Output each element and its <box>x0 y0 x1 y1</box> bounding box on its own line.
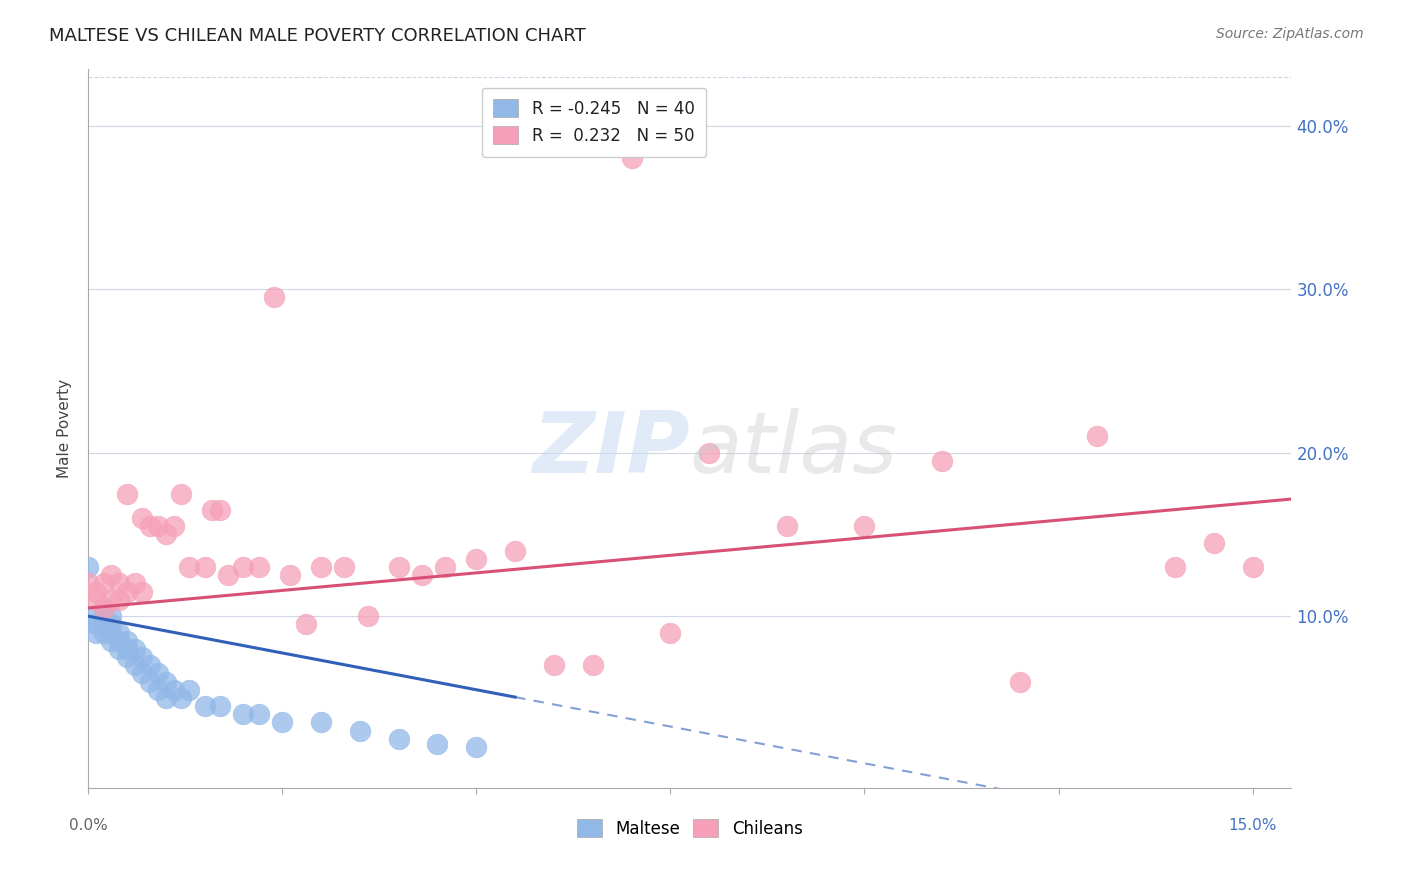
Point <box>84 609 107 624</box>
Point <box>93 576 115 591</box>
Point <box>162 682 184 697</box>
Point <box>115 633 138 648</box>
Point <box>124 641 146 656</box>
Point <box>131 666 153 681</box>
Point <box>388 731 411 746</box>
Point <box>146 519 169 533</box>
Point <box>620 152 643 166</box>
Point <box>776 519 799 533</box>
Point <box>155 690 177 705</box>
Point <box>170 690 193 705</box>
Point <box>697 446 720 460</box>
Point <box>93 601 115 615</box>
Point <box>115 486 138 500</box>
Point <box>100 592 122 607</box>
Point <box>1202 535 1225 549</box>
Point <box>131 650 153 665</box>
Point <box>146 666 169 681</box>
Point <box>465 552 488 566</box>
Point <box>333 560 356 574</box>
Point <box>139 658 162 673</box>
Point <box>309 715 332 730</box>
Point <box>931 454 953 468</box>
Point <box>77 576 100 591</box>
Point <box>108 633 131 648</box>
Point <box>170 486 193 500</box>
Point <box>388 560 411 574</box>
Point <box>356 609 378 624</box>
Point <box>271 715 294 730</box>
Point <box>100 625 122 640</box>
Point <box>115 650 138 665</box>
Point <box>93 625 115 640</box>
Point <box>503 543 526 558</box>
Point <box>108 576 131 591</box>
Point <box>294 617 316 632</box>
Point <box>131 511 153 525</box>
Point <box>201 503 224 517</box>
Point <box>217 568 239 582</box>
Text: 15.0%: 15.0% <box>1229 818 1277 833</box>
Point <box>278 568 301 582</box>
Point <box>155 674 177 689</box>
Text: ZIP: ZIP <box>533 409 690 491</box>
Text: Source: ZipAtlas.com: Source: ZipAtlas.com <box>1216 27 1364 41</box>
Point <box>84 625 107 640</box>
Point <box>177 682 200 697</box>
Legend: Maltese, Chileans: Maltese, Chileans <box>571 813 810 844</box>
Point <box>115 584 138 599</box>
Point <box>209 503 232 517</box>
Point <box>247 560 270 574</box>
Point <box>194 699 217 714</box>
Point <box>209 699 232 714</box>
Point <box>100 633 122 648</box>
Point <box>124 576 146 591</box>
Point <box>100 609 122 624</box>
Point <box>543 658 565 673</box>
Point <box>162 519 184 533</box>
Point <box>100 568 122 582</box>
Point <box>1164 560 1187 574</box>
Point <box>77 560 100 574</box>
Point <box>108 641 131 656</box>
Point <box>108 625 131 640</box>
Point <box>426 737 449 751</box>
Point <box>263 290 285 304</box>
Point <box>84 592 107 607</box>
Point <box>349 723 371 738</box>
Point <box>146 682 169 697</box>
Point <box>84 617 107 632</box>
Point <box>139 674 162 689</box>
Point <box>124 658 146 673</box>
Point <box>194 560 217 574</box>
Point <box>108 592 131 607</box>
Point <box>309 560 332 574</box>
Point <box>177 560 200 574</box>
Point <box>155 527 177 541</box>
Point <box>434 560 457 574</box>
Point <box>93 617 115 632</box>
Point <box>93 601 115 615</box>
Point <box>115 641 138 656</box>
Point <box>1241 560 1264 574</box>
Point <box>411 568 433 582</box>
Point <box>1008 674 1031 689</box>
Point <box>100 617 122 632</box>
Point <box>131 584 153 599</box>
Y-axis label: Male Poverty: Male Poverty <box>58 378 72 478</box>
Point <box>84 584 107 599</box>
Point <box>582 658 605 673</box>
Text: 0.0%: 0.0% <box>69 818 107 833</box>
Point <box>659 625 682 640</box>
Point <box>232 560 254 574</box>
Point <box>232 707 254 722</box>
Point <box>247 707 270 722</box>
Point <box>465 739 488 754</box>
Point <box>139 519 162 533</box>
Point <box>1085 429 1108 443</box>
Point <box>853 519 876 533</box>
Text: atlas: atlas <box>690 409 898 491</box>
Text: MALTESE VS CHILEAN MALE POVERTY CORRELATION CHART: MALTESE VS CHILEAN MALE POVERTY CORRELAT… <box>49 27 586 45</box>
